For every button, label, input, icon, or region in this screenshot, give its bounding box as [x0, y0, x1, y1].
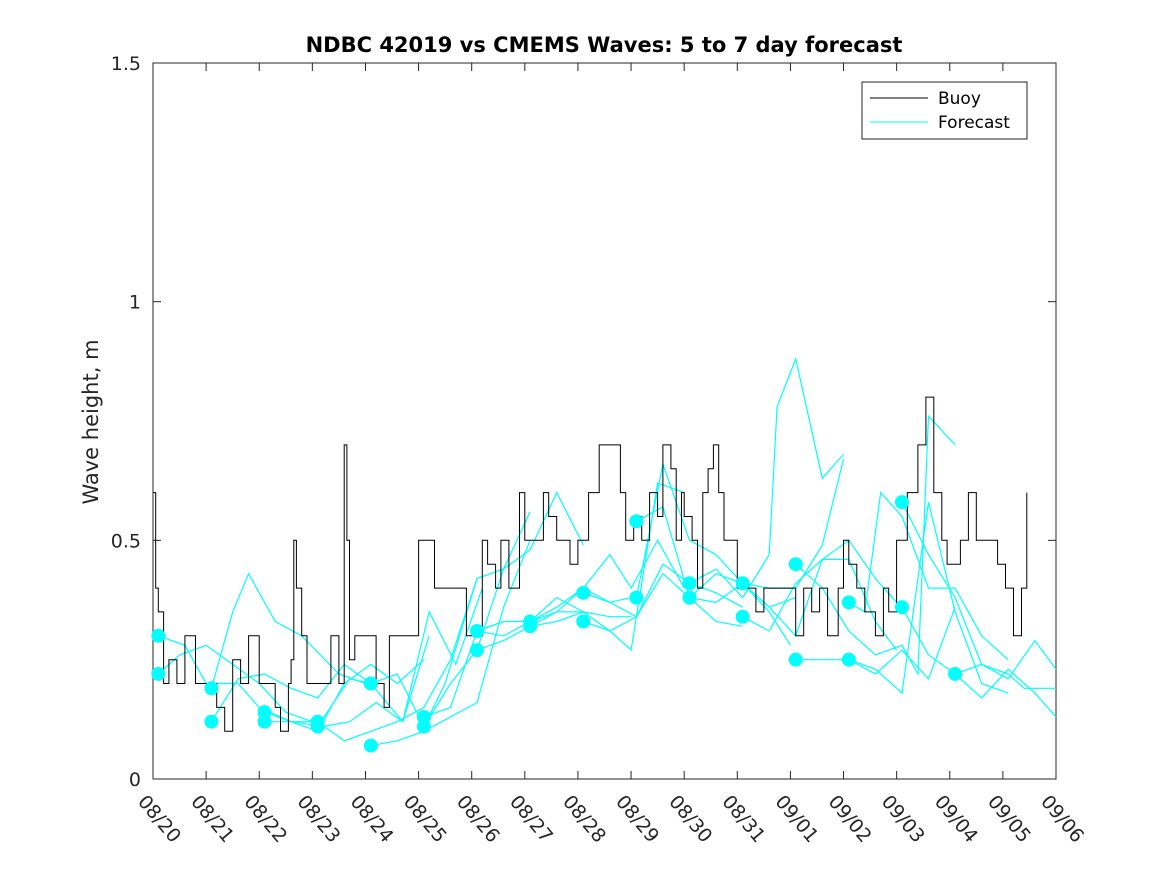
x-tick-label: 09/02 [824, 791, 876, 847]
forecast-start-marker [204, 681, 219, 696]
forecast-start-marker [682, 576, 697, 591]
x-tick-label: 09/01 [771, 791, 823, 847]
forecast-start-marker [788, 557, 803, 572]
legend: Buoy Forecast [861, 81, 1028, 140]
x-tick-label: 08/30 [664, 791, 716, 847]
forecast-line [848, 501, 1009, 695]
x-tick-label: 09/06 [1036, 791, 1088, 847]
x-tick-label: 08/26 [452, 791, 504, 847]
forecast-start-marker [363, 738, 378, 753]
forecast-start-marker [841, 652, 856, 667]
forecast-line [848, 491, 1009, 661]
forecast-start-marker [470, 643, 485, 658]
forecast-start-marker [894, 600, 909, 615]
forecast-line [795, 606, 956, 680]
x-tick-label: 08/20 [133, 791, 185, 847]
plot-area [152, 62, 1057, 780]
x-tick-label: 08/21 [186, 791, 238, 847]
forecast-start-marker [682, 590, 697, 605]
forecast-start-marker [257, 714, 272, 729]
y-tick-label: 1.5 [111, 53, 141, 75]
x-tick-label: 08/23 [293, 791, 345, 847]
forecast-line [317, 578, 478, 742]
forecast-start-marker [416, 709, 431, 724]
x-tick-label: 08/31 [717, 791, 769, 847]
forecast-series [157, 356, 1057, 747]
legend-buoy-label: Buoy [938, 89, 981, 109]
forecast-line [529, 539, 685, 623]
x-tick-label: 09/05 [983, 791, 1035, 847]
buoy-line [153, 396, 1028, 732]
forecast-start-marker [629, 590, 644, 605]
forecast-line [423, 596, 584, 718]
forecast-start-marker [151, 628, 166, 643]
legend-forecast-label: Forecast [938, 113, 1010, 133]
forecast-line [583, 563, 743, 632]
forecast-start-marker [523, 614, 538, 629]
forecast-start-marker [841, 595, 856, 610]
forecast-start-marker [629, 514, 644, 529]
forecast-start-marker [576, 585, 591, 600]
y-tick-label: 0 [129, 769, 141, 791]
forecast-start-marker [204, 714, 219, 729]
forecast-start-marker [735, 576, 750, 591]
forecast-start-marker [948, 666, 963, 681]
buoy-series [153, 396, 1028, 732]
x-tick-label: 09/04 [930, 791, 982, 847]
chart-title: NDBC 42019 vs CMEMS Waves: 5 to 7 day fo… [306, 33, 903, 57]
forecast-start-marker [894, 495, 909, 510]
forecast-line [583, 572, 743, 627]
forecast-line [795, 414, 956, 677]
forecast-line [317, 587, 483, 727]
y-tick-label: 0.5 [111, 530, 141, 552]
x-tick-label: 08/22 [239, 791, 291, 847]
forecast-line [689, 356, 844, 599]
forecast-start-marker [310, 719, 325, 734]
forecast-line [901, 606, 1057, 718]
forecast-start-marker [788, 652, 803, 667]
forecast-start-marker [470, 624, 485, 639]
forecast-line [370, 540, 531, 747]
x-tick-label: 08/27 [505, 791, 557, 847]
x-tick-label: 08/24 [346, 791, 398, 847]
forecast-start-marker [576, 614, 591, 629]
forecast-start-marker [151, 666, 166, 681]
forecast-start-marker [735, 609, 750, 624]
y-axis-label: Wave height, m [79, 339, 103, 504]
forecast-line [954, 663, 1056, 689]
y-tick-label: 1 [129, 292, 141, 314]
forecast-start-markers [151, 495, 963, 753]
x-tick-label: 09/03 [877, 791, 929, 847]
x-tick-label: 08/25 [399, 791, 451, 847]
forecast-line [423, 491, 584, 727]
forecast-start-marker [363, 676, 378, 691]
legend-box [861, 81, 1028, 140]
x-tick-label: 08/29 [611, 791, 663, 847]
x-tick-label: 08/28 [558, 791, 610, 847]
